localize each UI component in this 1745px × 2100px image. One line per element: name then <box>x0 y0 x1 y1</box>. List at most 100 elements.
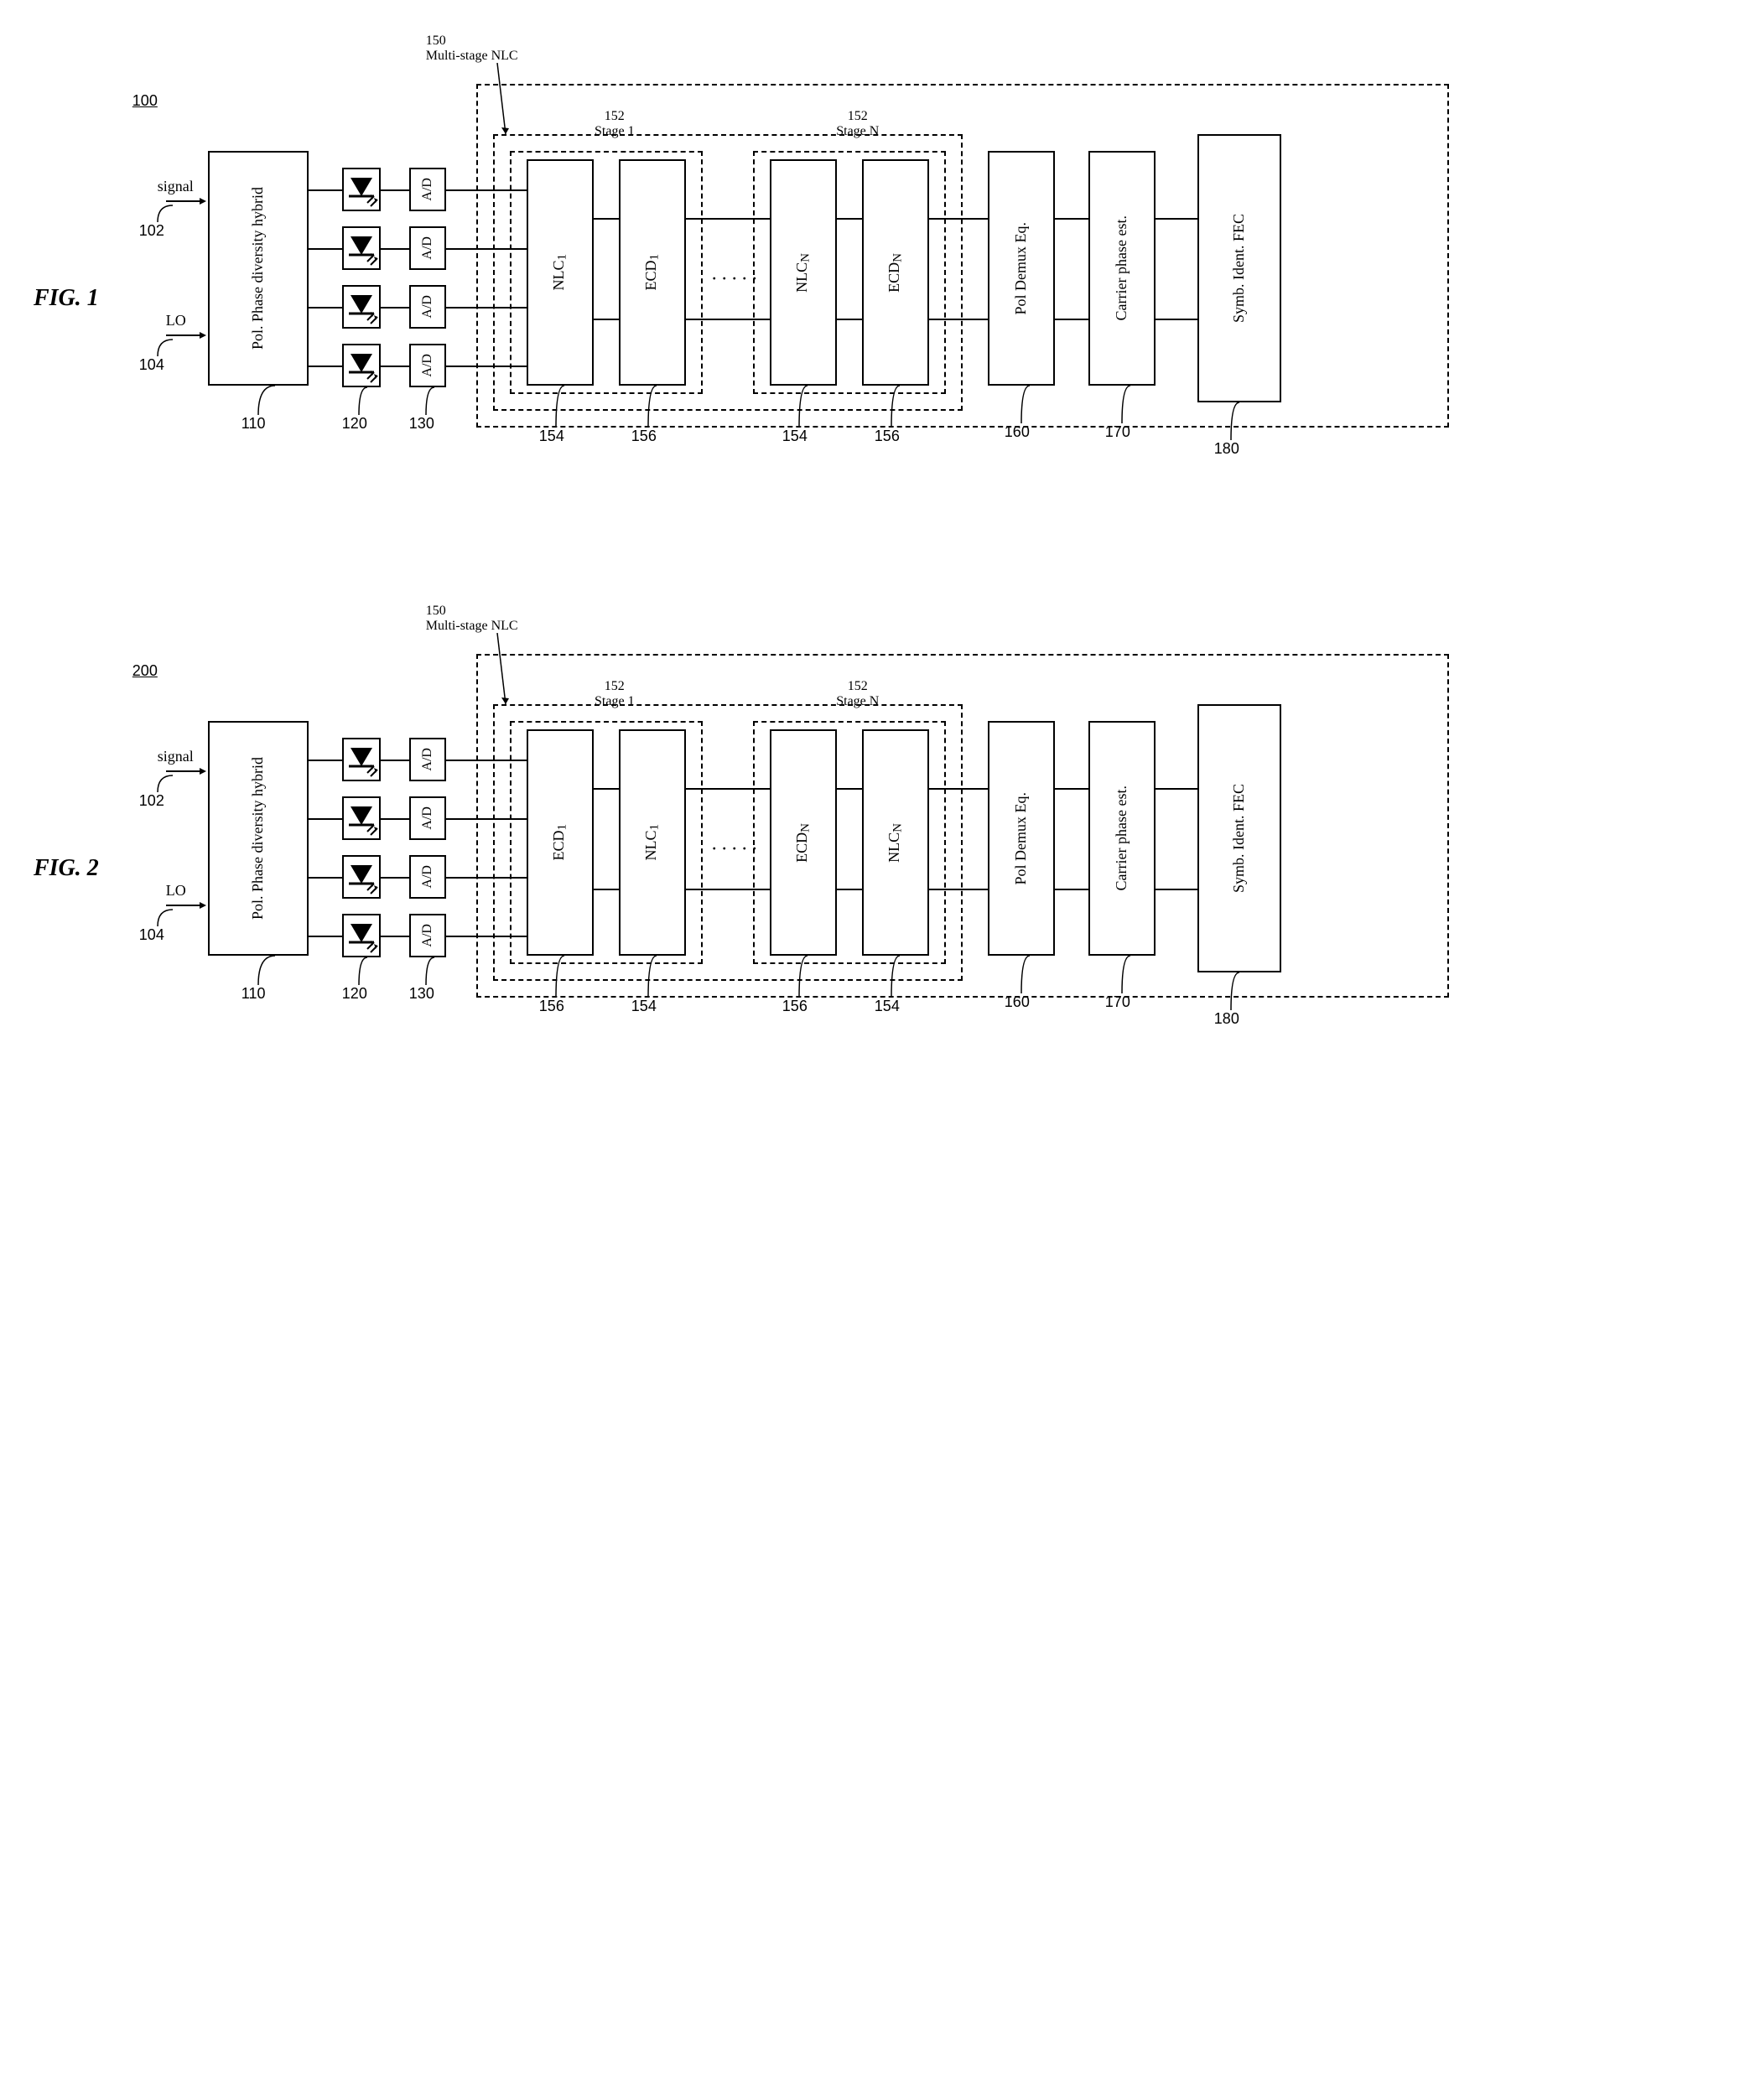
pol-hybrid-ref: 110 <box>241 415 266 433</box>
lo-ref: 104 <box>139 356 164 374</box>
stage-block-a-text: ECDN <box>793 823 813 863</box>
stage-block-b-ref: 156 <box>875 428 900 445</box>
ad-label: A/D <box>420 865 435 889</box>
stage-block-a-text: NLC1 <box>550 254 570 291</box>
photodiode <box>342 738 381 781</box>
stage-block-a-text: NLCN <box>793 253 813 293</box>
photodiode-ref: 120 <box>342 415 367 433</box>
stage-block-a-ref: 156 <box>782 998 808 1015</box>
main-ref: 100 <box>132 92 158 110</box>
figure-label: FIG. 2 <box>34 855 99 882</box>
stage-block-a: ECD1 <box>527 729 594 956</box>
stage-block-a-text: ECD1 <box>550 824 570 861</box>
symb-fec-block-text: Symb. Ident. FEC <box>1230 214 1248 323</box>
ad-label: A/D <box>420 806 435 830</box>
stage-block-b-text: ECDN <box>885 253 906 293</box>
stage-block-b-text: NLCN <box>885 823 906 863</box>
stage-block-a: NLC1 <box>527 159 594 386</box>
signal-ref: 102 <box>139 222 164 240</box>
symb-fec-block-ref: 180 <box>1214 440 1239 458</box>
ad-ref: 130 <box>409 985 434 1003</box>
carrier-phase-block-text: Carrier phase est. <box>1113 215 1130 320</box>
ad-label: A/D <box>420 178 435 201</box>
ellipsis-dots: ····· <box>711 268 761 291</box>
pol-phase-hybrid-block: Pol. Phase diversity hybrid <box>208 721 309 956</box>
ad-converter: A/D <box>409 796 446 840</box>
stage-block-a: NLCN <box>770 159 837 386</box>
ad-converter: A/D <box>409 855 446 899</box>
ad-converter: A/D <box>409 344 446 387</box>
stage-block-a-ref: 154 <box>539 428 564 445</box>
fig2: FIG. 2 200 signal LO 102 104 Pol. Phase div… <box>34 604 1711 1107</box>
diagram-canvas: 100 signal LO 102 104 Pol. Phase diversity… <box>132 34 1474 537</box>
carrier-phase-block-ref: 170 <box>1105 423 1130 441</box>
carrier-phase-block-ref: 170 <box>1105 993 1130 1011</box>
pol-demux-block-text: Pol Demux Eq. <box>1012 792 1030 885</box>
pol-phase-hybrid-block: Pol. Phase diversity hybrid <box>208 151 309 386</box>
lo-label: LO <box>166 312 186 329</box>
pol-demux-block-ref: 160 <box>1005 423 1030 441</box>
ad-converter: A/D <box>409 226 446 270</box>
pol-demux-block-text: Pol Demux Eq. <box>1012 222 1030 315</box>
ad-converter: A/D <box>409 914 446 957</box>
symb-fec-block: Symb. Ident. FEC <box>1197 134 1281 402</box>
photodiode-ref: 120 <box>342 985 367 1003</box>
signal-label: signal <box>158 178 194 195</box>
photodiode <box>342 285 381 329</box>
photodiode <box>342 796 381 840</box>
ad-converter: A/D <box>409 168 446 211</box>
stage-label: 152Stage 1 <box>581 679 648 709</box>
ad-converter: A/D <box>409 738 446 781</box>
multistage-label: 150Multi-stage NLC <box>426 34 569 64</box>
carrier-phase-block: Carrier phase est. <box>1088 721 1156 956</box>
ad-ref: 130 <box>409 415 434 433</box>
carrier-phase-block: Carrier phase est. <box>1088 151 1156 386</box>
symb-fec-block-ref: 180 <box>1214 1010 1239 1028</box>
photodiode <box>342 914 381 957</box>
lo-label: LO <box>166 882 186 900</box>
carrier-phase-block-text: Carrier phase est. <box>1113 786 1130 890</box>
stage-block-b: ECD1 <box>619 159 686 386</box>
pol-demux-block-ref: 160 <box>1005 993 1030 1011</box>
stage-block-b: NLCN <box>862 729 929 956</box>
stage-block-a-ref: 154 <box>782 428 808 445</box>
stage-block-b-text: ECD1 <box>642 254 662 291</box>
photodiode <box>342 168 381 211</box>
stage-label: 152Stage N <box>824 679 891 709</box>
pol-phase-hybrid-text: Pol. Phase diversity hybrid <box>249 187 267 350</box>
pol-hybrid-ref: 110 <box>241 985 266 1003</box>
signal-label: signal <box>158 748 194 765</box>
pol-demux-block: Pol Demux Eq. <box>988 721 1055 956</box>
lo-ref: 104 <box>139 926 164 944</box>
symb-fec-block: Symb. Ident. FEC <box>1197 704 1281 972</box>
diagram-canvas: 200 signal LO 102 104 Pol. Phase diversity… <box>132 604 1474 1107</box>
photodiode <box>342 344 381 387</box>
signal-ref: 102 <box>139 792 164 810</box>
stage-block-b: ECDN <box>862 159 929 386</box>
stage-label: 152Stage 1 <box>581 109 648 139</box>
ad-label: A/D <box>420 295 435 319</box>
photodiode <box>342 226 381 270</box>
stage-block-b-ref: 156 <box>631 428 657 445</box>
photodiode <box>342 855 381 899</box>
ad-label: A/D <box>420 236 435 260</box>
symb-fec-block-text: Symb. Ident. FEC <box>1230 784 1248 893</box>
stage-block-a: ECDN <box>770 729 837 956</box>
ellipsis-dots: ····· <box>711 838 761 861</box>
stage-block-b-ref: 154 <box>875 998 900 1015</box>
stage-block-b: NLC1 <box>619 729 686 956</box>
figure-label: FIG. 1 <box>34 285 99 312</box>
ad-converter: A/D <box>409 285 446 329</box>
stage-block-b-text: NLC1 <box>642 824 662 861</box>
stage-label: 152Stage N <box>824 109 891 139</box>
pol-demux-block: Pol Demux Eq. <box>988 151 1055 386</box>
ad-label: A/D <box>420 924 435 947</box>
ad-label: A/D <box>420 748 435 771</box>
main-ref: 200 <box>132 662 158 680</box>
fig1: FIG. 1 100 signal LO 102 104 Pol. Phase div… <box>34 34 1711 537</box>
stage-block-a-ref: 156 <box>539 998 564 1015</box>
pol-phase-hybrid-text: Pol. Phase diversity hybrid <box>249 757 267 920</box>
stage-block-b-ref: 154 <box>631 998 657 1015</box>
multistage-label: 150Multi-stage NLC <box>426 604 569 634</box>
ad-label: A/D <box>420 354 435 377</box>
